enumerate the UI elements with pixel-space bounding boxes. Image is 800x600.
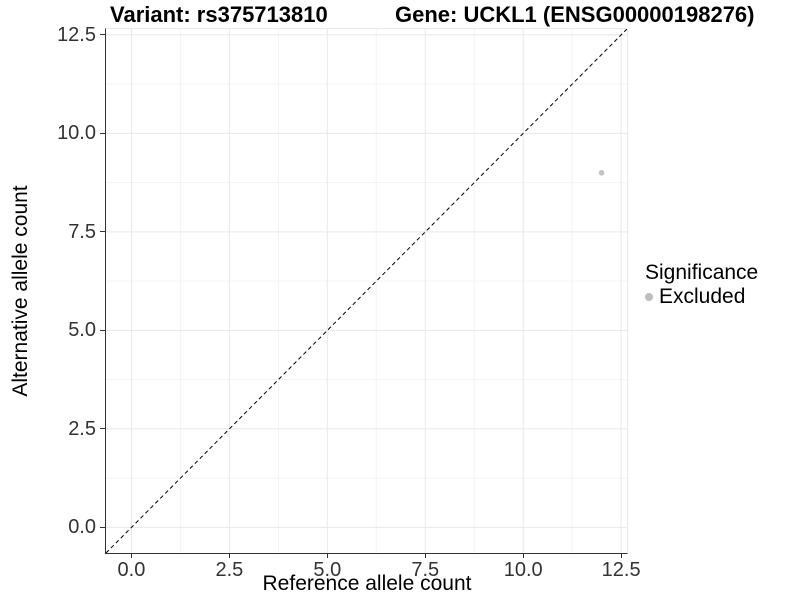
- legend-item-label: Excluded: [659, 285, 746, 308]
- x-tick-mark: [522, 553, 524, 558]
- y-tick-label: 10.0: [57, 122, 96, 145]
- plot-canvas: [106, 29, 627, 553]
- x-tick-label: 0.0: [117, 559, 146, 581]
- data-point: [598, 170, 605, 176]
- x-tick-label: 5.0: [313, 559, 342, 581]
- legend-title: Significance: [645, 261, 759, 284]
- y-tick-label: 12.5: [57, 23, 96, 46]
- plot-title-variant: Variant: rs375713810: [110, 2, 328, 27]
- y-tick-mark: [100, 526, 105, 528]
- y-axis-title: Alternative allele count: [9, 185, 32, 397]
- x-tick-mark: [326, 553, 328, 558]
- x-tick-mark: [130, 553, 132, 558]
- x-tick-label: 7.5: [411, 559, 440, 581]
- x-tick-mark: [228, 553, 230, 558]
- y-tick-mark: [100, 428, 105, 430]
- y-tick-label: 5.0: [68, 319, 96, 342]
- x-tick-mark: [424, 553, 426, 558]
- y-tick-mark: [100, 329, 105, 331]
- identity-line: [106, 29, 627, 553]
- plot-title-gene: Gene: UCKL1 (ENSG00000198276): [395, 2, 755, 27]
- legend: Significance Excluded: [645, 260, 758, 309]
- y-tick-label: 7.5: [68, 220, 96, 243]
- y-tick-label: 2.5: [68, 417, 96, 440]
- legend-items: Excluded: [645, 285, 758, 309]
- x-tick-label: 12.5: [601, 559, 641, 581]
- x-tick-label: 10.0: [503, 559, 543, 581]
- y-tick-mark: [100, 34, 105, 36]
- x-tick-label: 2.5: [215, 559, 244, 581]
- plot-panel: [105, 28, 628, 554]
- y-tick-label: 0.0: [68, 516, 96, 539]
- x-tick-mark: [620, 553, 622, 558]
- legend-key-dot-icon: [645, 293, 653, 301]
- x-axis-title: Reference allele count: [262, 572, 472, 595]
- y-tick-mark: [100, 231, 105, 233]
- legend-item: Excluded: [645, 285, 758, 309]
- y-tick-mark: [100, 132, 105, 134]
